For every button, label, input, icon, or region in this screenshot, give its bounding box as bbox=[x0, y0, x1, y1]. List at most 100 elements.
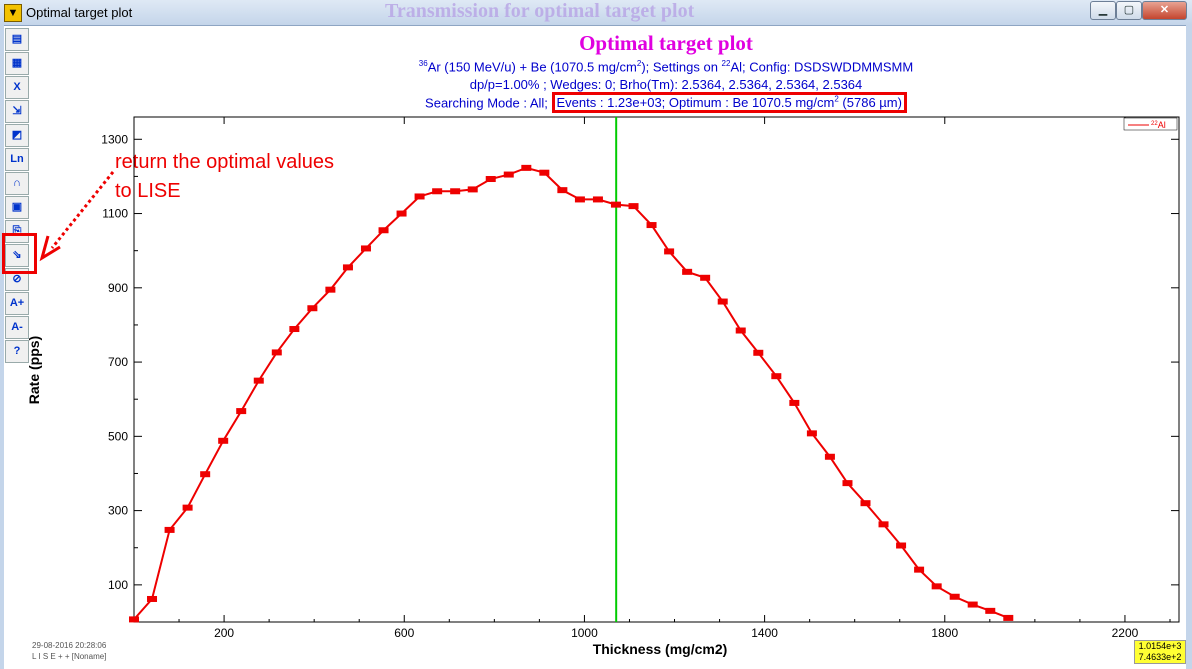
x-axis-label: Thickness (mg/cm2) bbox=[592, 641, 728, 657]
data-point bbox=[414, 193, 425, 200]
chart-subtitle-reaction: 36Ar (150 MeV/u) + Be (1070.5 mg/cm2); S… bbox=[0, 59, 1192, 74]
data-point bbox=[450, 188, 461, 195]
print-setup-icon[interactable]: ▦ bbox=[5, 52, 29, 75]
data-point bbox=[700, 274, 711, 281]
data-point bbox=[307, 305, 318, 312]
font-decrease-icon[interactable]: A- bbox=[5, 316, 29, 339]
data-point bbox=[771, 373, 782, 380]
data-point bbox=[485, 176, 496, 183]
data-point bbox=[147, 595, 158, 602]
annotation-note: return the optimal values to LISE bbox=[115, 148, 334, 206]
x-tick-label: 1400 bbox=[751, 626, 778, 640]
cursor-readout: 1.0154e+3 7.4633e+2 bbox=[1134, 640, 1186, 664]
data-point bbox=[878, 521, 889, 528]
x-tick-label: 200 bbox=[214, 626, 234, 640]
y-axis-label: Rate (pps) bbox=[26, 335, 42, 405]
window-frame-right bbox=[1186, 25, 1192, 669]
subtitle-part-1: Ar (150 MeV/u) + Be (1070.5 mg/cm bbox=[427, 59, 637, 75]
data-point bbox=[253, 377, 264, 384]
window-titlebar: ▼ Optimal target plot Transmission for o… bbox=[0, 0, 1192, 26]
footer-app-name: L I S E + + [Noname] bbox=[32, 652, 107, 661]
legend-mass-number: 22 bbox=[1151, 121, 1158, 127]
y-tick-label: 1300 bbox=[101, 132, 128, 146]
data-point bbox=[914, 566, 925, 573]
data-point bbox=[218, 437, 229, 444]
data-point bbox=[396, 210, 407, 217]
unit-exponent: 2 bbox=[636, 59, 642, 68]
y-tick-label: 500 bbox=[108, 429, 128, 443]
subtitle-part-2: ); Settings on bbox=[641, 59, 722, 75]
color-icon[interactable]: ◩ bbox=[5, 124, 29, 147]
data-point bbox=[931, 583, 942, 590]
optimum-text-a: Events : 1.23e+03; Optimum : Be 1070.5 m… bbox=[556, 95, 835, 111]
background-window-title: Transmission for optimal target plot bbox=[385, 0, 695, 22]
data-point bbox=[717, 298, 728, 305]
maximize-button[interactable]: ▢ bbox=[1116, 1, 1142, 20]
data-point bbox=[164, 526, 175, 533]
return-to-lise-icon[interactable]: ⇘ bbox=[5, 244, 29, 267]
legend-box bbox=[1123, 117, 1178, 131]
window-frame-left bbox=[0, 25, 4, 669]
app-icon[interactable]: ▼ bbox=[4, 4, 22, 22]
data-point bbox=[1003, 614, 1014, 621]
data-point bbox=[985, 607, 996, 614]
plot-toolbar: ▤ ▦ X ⇲ ◩ Ln ∩ ▣ ⎘ ⇘ ⊘ A+ A-? bbox=[5, 28, 29, 364]
legend-element: Al bbox=[1158, 120, 1166, 130]
search-mode-text: Searching Mode : All; bbox=[425, 95, 552, 111]
data-point bbox=[967, 601, 978, 608]
font-increase-icon[interactable]: A+ bbox=[5, 292, 29, 315]
mass-number-fragment: 22 bbox=[721, 59, 731, 68]
log-scale-icon[interactable]: Ln bbox=[5, 148, 29, 171]
mass-number-projectile: 36 bbox=[418, 59, 428, 68]
data-point bbox=[824, 453, 835, 460]
copy-icon[interactable]: ⎘ bbox=[5, 220, 29, 243]
data-point bbox=[129, 616, 139, 623]
annotation-line-2: to LISE bbox=[115, 180, 181, 202]
data-point bbox=[806, 430, 817, 437]
subtitle-part-3: Al; Config: DSDSWDDMMSMM bbox=[730, 59, 914, 75]
legend-label: 22Al bbox=[1151, 120, 1166, 130]
data-point bbox=[646, 222, 657, 229]
data-point bbox=[378, 227, 389, 234]
window-title: Optimal target plot bbox=[26, 5, 133, 20]
chart-subtitle-settings: dp/p=1.00% ; Wedges: 0; Brho(Tm): 2.5364… bbox=[469, 77, 863, 92]
data-point bbox=[271, 349, 282, 356]
data-point bbox=[949, 593, 960, 600]
data-point bbox=[236, 408, 247, 415]
zoom-icon[interactable]: ⇲ bbox=[5, 100, 29, 123]
chart-subtitle-search: Searching Mode : All; Events : 1.23e+03;… bbox=[0, 92, 1192, 114]
data-point bbox=[574, 196, 585, 203]
data-point bbox=[592, 196, 603, 203]
optimum-unit-exponent: 2 bbox=[834, 95, 839, 104]
close-button[interactable]: ✕ bbox=[1142, 1, 1187, 20]
chart-title: Optimal target plot bbox=[579, 31, 753, 55]
data-point bbox=[432, 188, 443, 195]
data-point bbox=[628, 203, 639, 210]
data-point bbox=[539, 169, 550, 176]
data-point bbox=[182, 504, 193, 511]
optimum-highlight-box: Events : 1.23e+03; Optimum : Be 1070.5 m… bbox=[551, 92, 907, 114]
series-line bbox=[133, 166, 1009, 621]
annotation-arrow-head bbox=[39, 235, 61, 262]
print-icon[interactable]: ▤ bbox=[5, 28, 29, 51]
minimize-button[interactable]: ▁ bbox=[1090, 1, 1116, 20]
data-point bbox=[842, 480, 853, 487]
dimensions-icon[interactable]: ▣ bbox=[5, 196, 29, 219]
data-point bbox=[789, 399, 800, 406]
data-point bbox=[289, 326, 300, 333]
y-tick-label: 300 bbox=[108, 504, 128, 518]
data-point bbox=[860, 500, 871, 507]
data-point bbox=[360, 245, 371, 252]
help-icon[interactable]: ? bbox=[5, 340, 29, 363]
optimum-text-b: (5786 µm) bbox=[838, 95, 902, 111]
data-point bbox=[467, 186, 478, 193]
y-tick-label: 900 bbox=[108, 281, 128, 295]
fit-icon[interactable]: ∩ bbox=[5, 172, 29, 195]
data-point bbox=[521, 164, 532, 171]
close-plot-icon[interactable]: X bbox=[5, 76, 29, 99]
data-point bbox=[342, 264, 353, 271]
data-point bbox=[753, 349, 764, 356]
cursor-y-readout: 7.4633e+2 bbox=[1138, 652, 1182, 662]
data-point bbox=[735, 327, 746, 334]
data-point bbox=[503, 171, 514, 178]
